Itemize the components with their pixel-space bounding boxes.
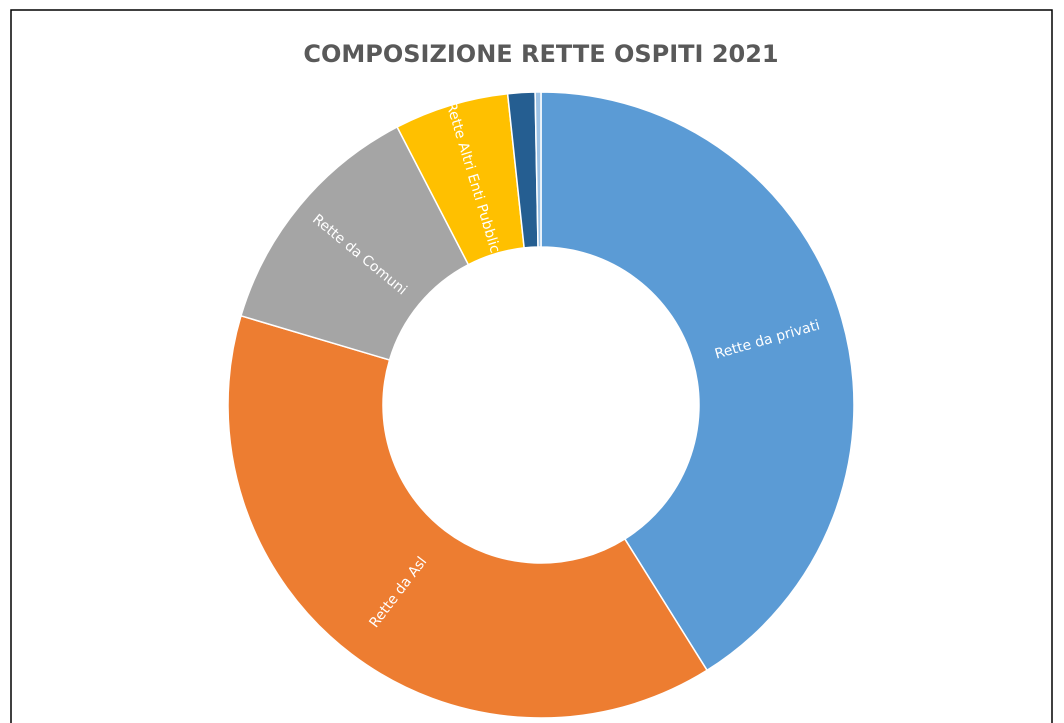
- donut-slice: [534, 91, 542, 248]
- donut-slice: [540, 91, 855, 672]
- chart-title: COMPOSIZIONE RETTE OSPITI 2021: [303, 40, 778, 68]
- donut-slice: [240, 126, 470, 361]
- donut-slice: [227, 314, 709, 719]
